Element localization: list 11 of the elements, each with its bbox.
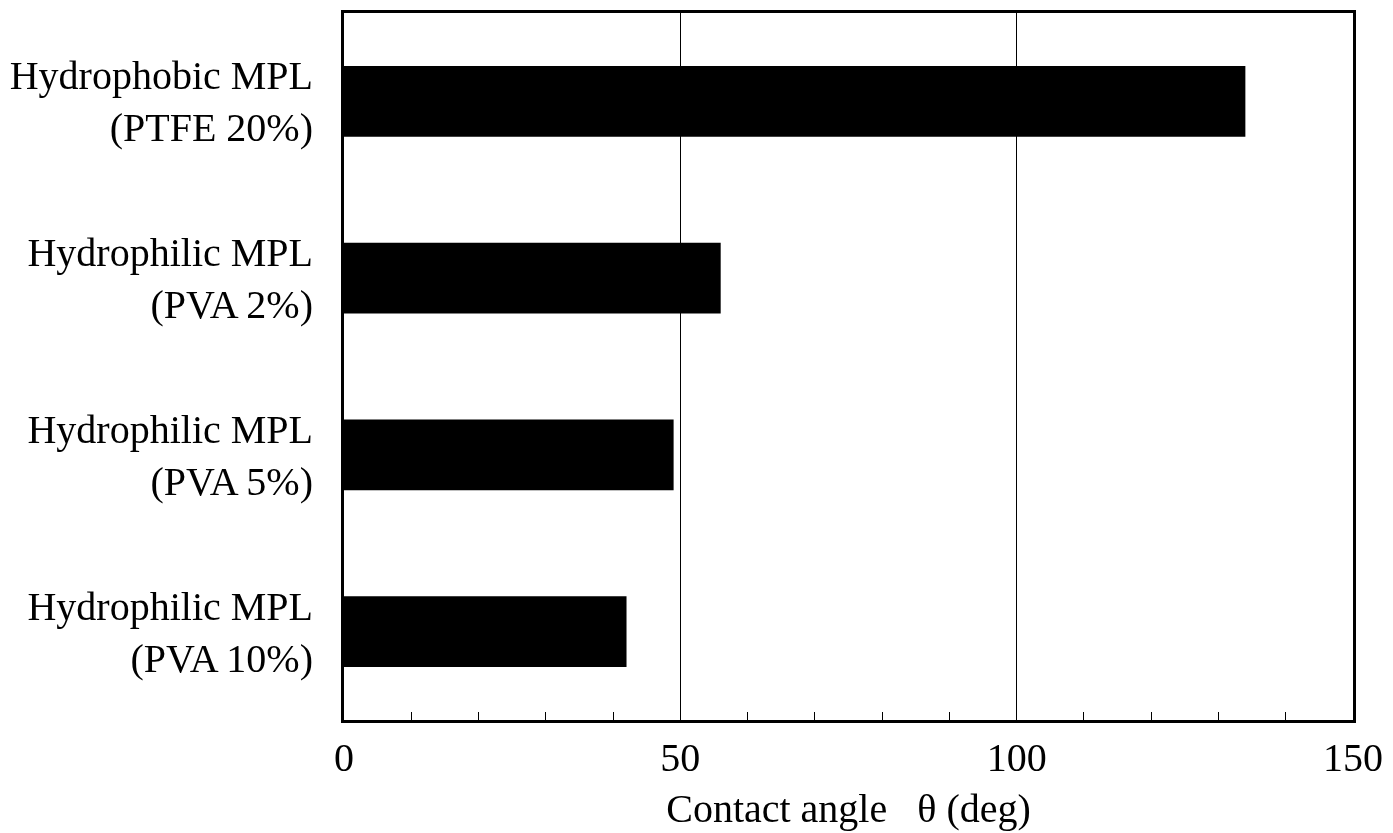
bar bbox=[344, 419, 674, 491]
x-tick-label: 100 bbox=[986, 735, 1047, 780]
y-tick-label: Hydrophilic MPL (PVA 5%) bbox=[27, 406, 313, 504]
x-tick-label: 0 bbox=[334, 735, 354, 780]
x-axis-title: Contact angle θ (deg) bbox=[666, 785, 1031, 831]
y-tick-label: Hydrophobic MPL (PTFE 20%) bbox=[9, 53, 313, 151]
x-tick-label: 50 bbox=[660, 735, 701, 780]
bar bbox=[344, 596, 627, 667]
y-tick-label: Hydrophilic MPL (PVA 2%) bbox=[27, 230, 313, 328]
x-tick-label: 150 bbox=[1323, 735, 1383, 780]
y-tick-label: Hydrophilic MPL (PVA 10%) bbox=[27, 583, 313, 681]
